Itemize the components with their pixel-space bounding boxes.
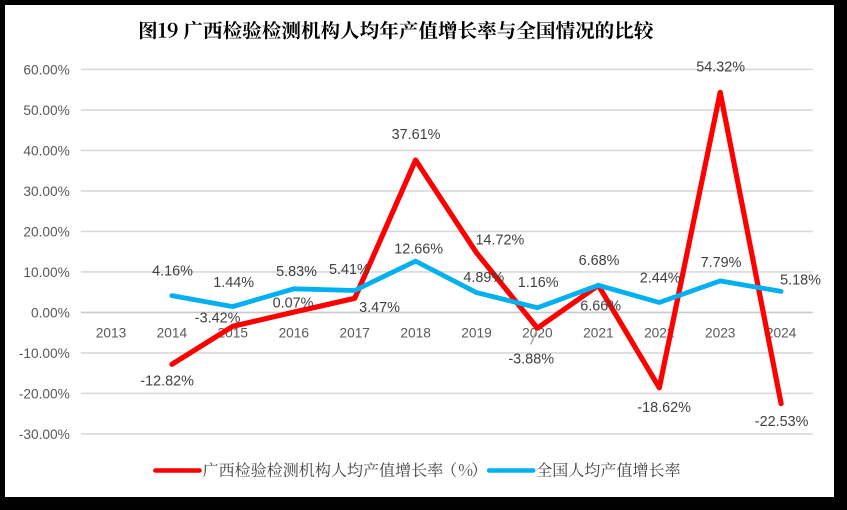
svg-text:20.00%: 20.00% [23, 225, 69, 240]
svg-text:2016: 2016 [279, 326, 310, 341]
svg-text:50.00%: 50.00% [23, 103, 69, 118]
svg-text:-12.82%: -12.82% [140, 373, 194, 389]
svg-text:37.61%: 37.61% [392, 127, 441, 143]
svg-text:54.32%: 54.32% [696, 60, 745, 76]
svg-text:0.00%: 0.00% [31, 306, 70, 321]
svg-text:60.00%: 60.00% [23, 63, 69, 78]
svg-text:30.00%: 30.00% [23, 184, 69, 199]
svg-text:-30.00%: -30.00% [19, 427, 70, 442]
svg-text:2014: 2014 [157, 326, 188, 341]
svg-text:1.16%: 1.16% [518, 275, 559, 291]
svg-text:2022: 2022 [644, 326, 674, 341]
svg-text:2018: 2018 [400, 326, 431, 341]
svg-text:3.47%: 3.47% [359, 300, 400, 316]
svg-text:-3.88%: -3.88% [508, 351, 554, 367]
svg-text:5.18%: 5.18% [780, 272, 821, 288]
svg-text:6.68%: 6.68% [579, 253, 620, 269]
svg-text:6.66%: 6.66% [580, 298, 621, 314]
svg-text:2021: 2021 [583, 326, 613, 341]
svg-text:1.44%: 1.44% [213, 275, 254, 291]
svg-text:5.83%: 5.83% [276, 264, 317, 280]
svg-text:0.07%: 0.07% [273, 296, 314, 312]
svg-text:40.00%: 40.00% [23, 144, 69, 159]
svg-text:12.66%: 12.66% [394, 242, 443, 258]
svg-text:14.72%: 14.72% [475, 233, 524, 249]
svg-text:4.16%: 4.16% [152, 264, 193, 280]
svg-text:2.44%: 2.44% [640, 271, 681, 287]
svg-text:2020: 2020 [522, 326, 553, 341]
svg-text:5.41%: 5.41% [329, 262, 370, 278]
svg-text:2013: 2013 [96, 326, 127, 341]
svg-text:-10.00%: -10.00% [19, 346, 70, 361]
svg-text:2019: 2019 [461, 326, 491, 341]
svg-text:4.89%: 4.89% [463, 270, 504, 286]
svg-text:-18.62%: -18.62% [637, 400, 691, 416]
svg-text:2024: 2024 [766, 326, 797, 341]
svg-text:-3.42%: -3.42% [195, 310, 241, 326]
svg-text:-20.00%: -20.00% [19, 387, 70, 402]
svg-text:2023: 2023 [705, 326, 736, 341]
svg-text:-22.53%: -22.53% [755, 414, 809, 430]
svg-text:10.00%: 10.00% [23, 265, 69, 280]
svg-text:2017: 2017 [339, 326, 369, 341]
svg-text:7.79%: 7.79% [701, 255, 742, 271]
